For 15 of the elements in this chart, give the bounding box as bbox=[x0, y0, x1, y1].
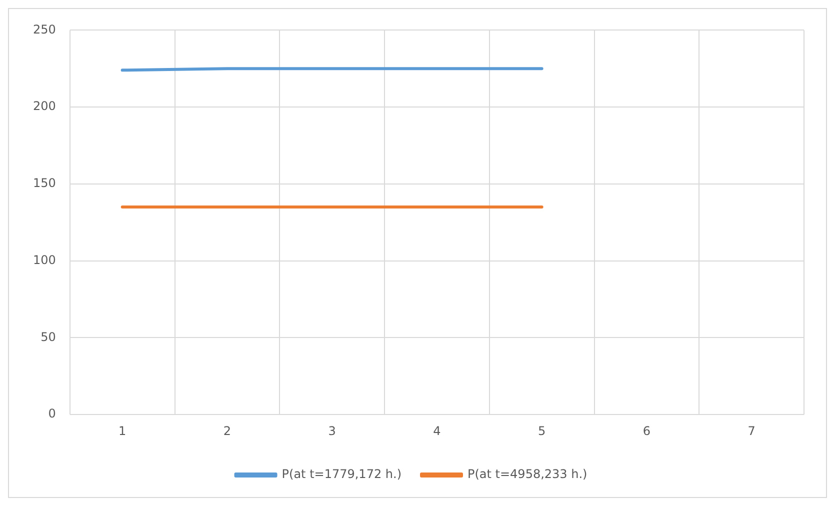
y-tick-label: 200 bbox=[33, 99, 56, 114]
y-tick-label: 250 bbox=[33, 22, 56, 36]
y-tick-label: 0 bbox=[48, 406, 56, 421]
legend-label: P(at t=1779,172 h.) bbox=[282, 467, 402, 482]
x-tick-label: 3 bbox=[328, 424, 336, 438]
y-tick-label: 150 bbox=[33, 176, 56, 190]
x-tick-label: 5 bbox=[538, 424, 546, 438]
x-tick-label: 4 bbox=[433, 424, 441, 438]
x-tick-label: 2 bbox=[223, 424, 232, 438]
x-tick-label: 6 bbox=[642, 424, 651, 438]
y-tick-label: 100 bbox=[33, 252, 56, 267]
y-tick-label: 50 bbox=[40, 330, 56, 344]
x-tick-label: 1 bbox=[118, 424, 126, 438]
legend-label: P(at t=4958,233 h.) bbox=[468, 467, 588, 482]
x-tick-label: 7 bbox=[748, 424, 756, 438]
